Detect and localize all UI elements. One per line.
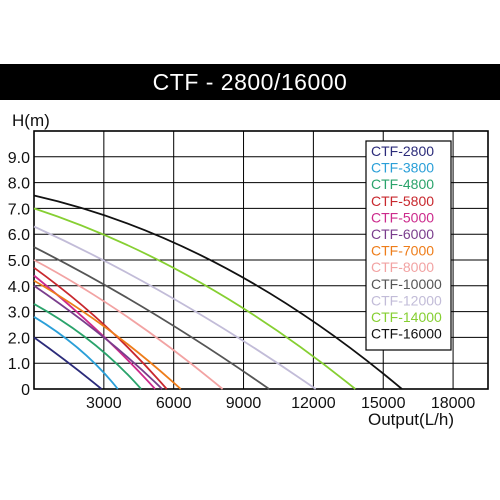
- series-line-ctf-16000: [33, 194, 403, 390]
- legend-entry: CTF-14000: [371, 309, 442, 325]
- legend-entry: CTF-5000: [371, 209, 434, 225]
- y-tick-label: 8.0: [8, 176, 30, 193]
- y-tick-label: 9.0: [8, 150, 30, 167]
- legend-entry: CTF-10000: [371, 276, 442, 292]
- series-line-ctf-6000: [33, 285, 163, 390]
- y-tick-label: 3.0: [8, 305, 30, 322]
- y-tick-label: 6.0: [8, 227, 30, 244]
- x-tick-label: 3000: [86, 395, 122, 412]
- x-tick-label: 6000: [156, 395, 192, 412]
- legend-entry: CTF-16000: [371, 326, 442, 342]
- y-axis-label: H(m): [12, 111, 50, 130]
- series-line-ctf-5000: [33, 274, 156, 390]
- legend-entry: CTF-3800: [371, 160, 434, 176]
- x-axis-label: Output(L/h): [368, 410, 454, 429]
- legend-entry: CTF-6000: [371, 226, 434, 242]
- legend-items: CTF-2800CTF-3800CTF-4800CTF-5800CTF-5000…: [371, 143, 442, 342]
- series-line-ctf-8000: [33, 259, 224, 390]
- y-tick-label: 2.0: [8, 330, 30, 347]
- legend-entry: CTF-8000: [371, 259, 434, 275]
- chart-title: CTF - 2800/16000: [0, 64, 500, 100]
- legend: CTF-2800CTF-3800CTF-4800CTF-5800CTF-5000…: [365, 140, 452, 351]
- series-line-ctf-12000: [33, 225, 317, 390]
- x-tick-label: 15000: [361, 395, 406, 412]
- y-tick-label: 1.0: [8, 356, 30, 373]
- legend-entry: CTF-7000: [371, 243, 434, 259]
- series-line-ctf-7000: [33, 279, 182, 390]
- x-tick-label: 12000: [291, 395, 336, 412]
- legend-entry: CTF-12000: [371, 292, 442, 308]
- tick-labels: 0 1.0 2.0 3.0 4.0 5.0 6.0 7.0 8.0 9.0 3000 6000 9000…: [8, 150, 476, 412]
- series-line-ctf-2800: [33, 336, 103, 390]
- legend-entry: CTF-2800: [371, 143, 434, 159]
- y-tick-label: 7.0: [8, 201, 30, 218]
- x-tick-label: 9000: [226, 395, 262, 412]
- series-line-ctf-4800: [33, 303, 142, 390]
- x-tick-label: 18000: [431, 395, 476, 412]
- series-layer: [33, 194, 403, 390]
- series-line-ctf-14000: [33, 207, 356, 390]
- legend-entry: CTF-4800: [371, 176, 434, 192]
- y-tick-label: 4.0: [8, 279, 30, 296]
- legend-entry: CTF-5800: [371, 193, 434, 209]
- series-line-ctf-3800: [33, 316, 119, 390]
- y-tick-label: 0: [21, 382, 30, 399]
- legend-box: [365, 140, 452, 351]
- series-line-ctf-10000: [33, 246, 270, 390]
- y-tick-label: 5.0: [8, 253, 30, 270]
- series-line-ctf-5800: [33, 266, 168, 390]
